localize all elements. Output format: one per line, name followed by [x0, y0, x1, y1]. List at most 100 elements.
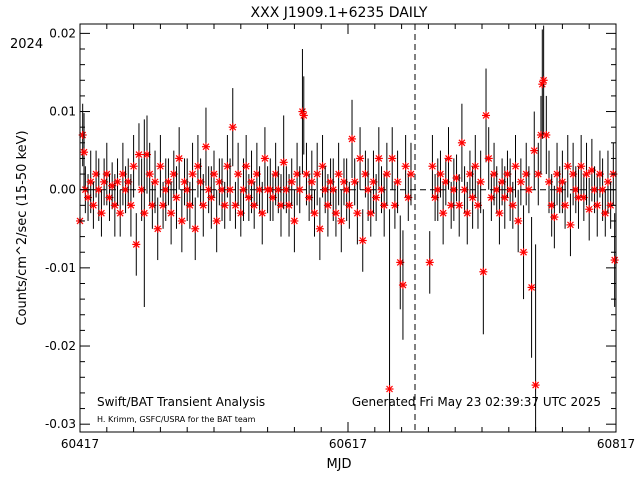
- data-point-marker: [313, 170, 322, 179]
- data-point-marker: [547, 201, 556, 210]
- data-point-marker: [126, 201, 135, 210]
- data-point-marker: [555, 185, 564, 194]
- data-point-marker: [201, 142, 210, 151]
- data-point-marker: [153, 224, 162, 233]
- data-point-marker: [234, 170, 243, 179]
- data-point-marker: [334, 170, 343, 179]
- data-point-marker: [199, 201, 208, 210]
- data-point-marker: [129, 162, 138, 171]
- plot-data-layer: [76, 24, 619, 432]
- chart-title: XXX J1909.1+6235 DAILY: [251, 5, 428, 21]
- data-point-marker: [439, 209, 448, 218]
- data-point-marker: [577, 162, 586, 171]
- data-point-marker: [172, 193, 181, 202]
- x-tick-label: 60817: [597, 437, 635, 451]
- data-point-marker: [527, 283, 536, 292]
- data-point-marker: [425, 258, 434, 267]
- data-point-marker: [108, 181, 117, 190]
- data-point-marker: [345, 201, 354, 210]
- data-point-marker: [228, 123, 237, 132]
- data-point-marker: [471, 162, 480, 171]
- data-point-marker: [393, 177, 402, 186]
- data-point-marker: [358, 236, 367, 245]
- data-point-marker: [590, 185, 599, 194]
- data-point-marker: [260, 154, 269, 163]
- data-point-marker: [285, 201, 294, 210]
- data-point-marker: [356, 154, 365, 163]
- data-point-marker: [164, 177, 173, 186]
- axes-layer: -0.03 -0.02 -0.01 0.00 0.01 0.02 60417 60617 608…: [45, 24, 635, 451]
- data-point-marker: [175, 154, 184, 163]
- data-point-marker: [331, 209, 340, 218]
- data-point-marker: [508, 201, 517, 210]
- data-point-marker: [207, 193, 216, 202]
- footer-generated-label: Generated Fri May 23 02:39:37 UTC 2025: [352, 395, 601, 409]
- data-point-marker: [258, 209, 267, 218]
- data-point-marker: [151, 177, 160, 186]
- data-point-marker: [121, 185, 130, 194]
- x-tick-label: 60417: [61, 437, 99, 451]
- data-point-marker: [457, 138, 466, 147]
- data-point-marker: [479, 267, 488, 276]
- data-point-marker: [582, 170, 591, 179]
- data-point-marker: [293, 170, 302, 179]
- data-point-marker: [574, 193, 583, 202]
- data-point-marker: [188, 170, 197, 179]
- data-point-marker: [183, 185, 192, 194]
- data-point-marker: [185, 201, 194, 210]
- data-point-marker: [511, 162, 520, 171]
- data-point-marker: [274, 185, 283, 194]
- y-tick-label: 0.00: [49, 183, 76, 197]
- data-point-marker: [156, 162, 165, 171]
- data-point-marker: [388, 154, 397, 163]
- data-point-marker: [266, 185, 275, 194]
- data-point-marker: [134, 150, 143, 159]
- data-point-marker: [353, 209, 362, 218]
- data-point-marker: [587, 166, 596, 175]
- data-point-marker: [463, 209, 472, 218]
- data-point-marker: [377, 185, 386, 194]
- data-point-marker: [398, 281, 407, 290]
- data-point-marker: [385, 385, 394, 394]
- data-point-marker: [80, 148, 89, 157]
- data-point-marker: [220, 201, 229, 210]
- data-point-marker: [503, 170, 512, 179]
- data-point-marker: [323, 201, 332, 210]
- y-tick-label: 0.01: [49, 105, 76, 119]
- data-point-marker: [337, 216, 346, 225]
- data-point-marker: [84, 193, 93, 202]
- data-point-marker: [277, 201, 285, 210]
- data-point-marker: [113, 177, 122, 186]
- data-point-marker: [204, 185, 213, 194]
- data-point-marker: [473, 201, 482, 210]
- x-axis-label: MJD: [326, 457, 351, 472]
- data-point-marker: [595, 170, 604, 179]
- data-point-marker: [534, 170, 543, 179]
- data-point-marker: [315, 224, 324, 233]
- data-point-marker: [514, 216, 523, 225]
- data-point-marker: [531, 381, 540, 390]
- data-point-marker: [372, 193, 381, 202]
- data-point-marker: [538, 80, 547, 89]
- data-point-marker: [382, 170, 391, 179]
- data-point-marker: [396, 258, 405, 267]
- data-point-marker: [97, 209, 106, 218]
- data-point-marker: [563, 162, 572, 171]
- footer-left-label: Swift/BAT Transient Analysis: [97, 395, 265, 409]
- data-point-marker: [401, 162, 410, 171]
- y-tick-label: -0.01: [45, 261, 76, 275]
- data-point-marker: [299, 111, 308, 120]
- data-point-marker: [167, 209, 176, 218]
- data-point-marker: [610, 256, 619, 265]
- data-point-marker: [519, 248, 528, 257]
- data-point-marker: [593, 201, 602, 210]
- y-tick-label: 0.02: [49, 26, 76, 40]
- data-point-marker: [279, 158, 288, 167]
- data-point-marker: [550, 213, 559, 222]
- data-point-marker: [447, 201, 456, 210]
- data-point-marker: [524, 185, 533, 194]
- data-point-marker: [89, 201, 98, 210]
- data-point-marker: [210, 170, 218, 179]
- year-label: 2024: [10, 37, 43, 52]
